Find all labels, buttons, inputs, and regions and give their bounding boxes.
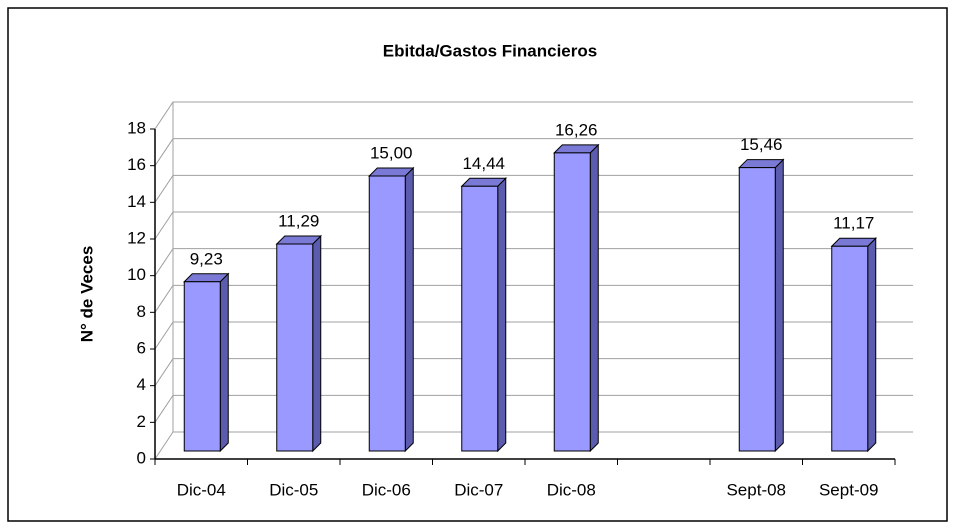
x-tick-label: Dic-07 bbox=[454, 480, 503, 499]
y-tick-label: 16 bbox=[127, 155, 146, 174]
bar-front bbox=[276, 243, 314, 452]
x-tick-label: Sept-09 bbox=[819, 480, 879, 499]
value-label: 15,46 bbox=[740, 135, 783, 154]
bar-side bbox=[867, 237, 877, 453]
bar bbox=[553, 143, 600, 453]
bar-front bbox=[831, 245, 869, 452]
y-tick-label: 14 bbox=[127, 192, 146, 211]
bar bbox=[368, 166, 415, 453]
y-tick-label: 2 bbox=[137, 412, 146, 431]
x-tick-label: Dic-08 bbox=[547, 480, 596, 499]
bar-top bbox=[553, 144, 600, 154]
bar bbox=[830, 237, 877, 453]
bar-side bbox=[312, 234, 322, 453]
bar-side bbox=[497, 177, 507, 453]
value-label: 15,00 bbox=[370, 143, 413, 162]
chart-title: Ebitda/Gastos Financieros bbox=[383, 41, 597, 60]
value-label: 9,23 bbox=[190, 249, 223, 268]
bar bbox=[460, 177, 507, 453]
x-tick-label: Dic-04 bbox=[177, 480, 226, 499]
value-label: 11,29 bbox=[278, 212, 319, 231]
x-tick-label: Dic-05 bbox=[269, 480, 318, 499]
x-tick-label: Sept-08 bbox=[726, 480, 786, 499]
y-tick-label: 10 bbox=[127, 265, 146, 284]
bar bbox=[738, 158, 785, 453]
bar bbox=[275, 234, 322, 453]
y-axis-label: N° de Veces bbox=[77, 246, 96, 343]
y-tick-label: 18 bbox=[127, 118, 146, 137]
bar-top bbox=[183, 273, 230, 283]
bar-side bbox=[219, 272, 229, 453]
y-tick-label: 8 bbox=[137, 302, 146, 321]
bar-top bbox=[830, 237, 877, 247]
bar-front bbox=[738, 167, 776, 452]
y-tick-label: 12 bbox=[127, 228, 146, 247]
y-tick-label: 4 bbox=[137, 375, 146, 394]
bar-side bbox=[589, 143, 599, 453]
value-label: 11,17 bbox=[833, 214, 874, 233]
x-tick-label: Dic-06 bbox=[362, 480, 411, 499]
bar-side bbox=[404, 166, 414, 453]
y-tick-label: 0 bbox=[137, 448, 146, 467]
bar-front bbox=[461, 185, 499, 452]
bar-top bbox=[275, 235, 322, 245]
bar-top bbox=[368, 167, 415, 177]
bar-front bbox=[368, 175, 406, 452]
value-label: 14,44 bbox=[462, 154, 505, 173]
value-label: 16,26 bbox=[555, 120, 598, 139]
bar-top bbox=[738, 159, 785, 169]
bar bbox=[183, 272, 230, 453]
bar-top bbox=[460, 177, 507, 187]
bar-side bbox=[774, 158, 784, 453]
bar-front bbox=[553, 152, 591, 452]
bar-front bbox=[183, 281, 221, 452]
y-tick-label: 6 bbox=[137, 338, 146, 357]
